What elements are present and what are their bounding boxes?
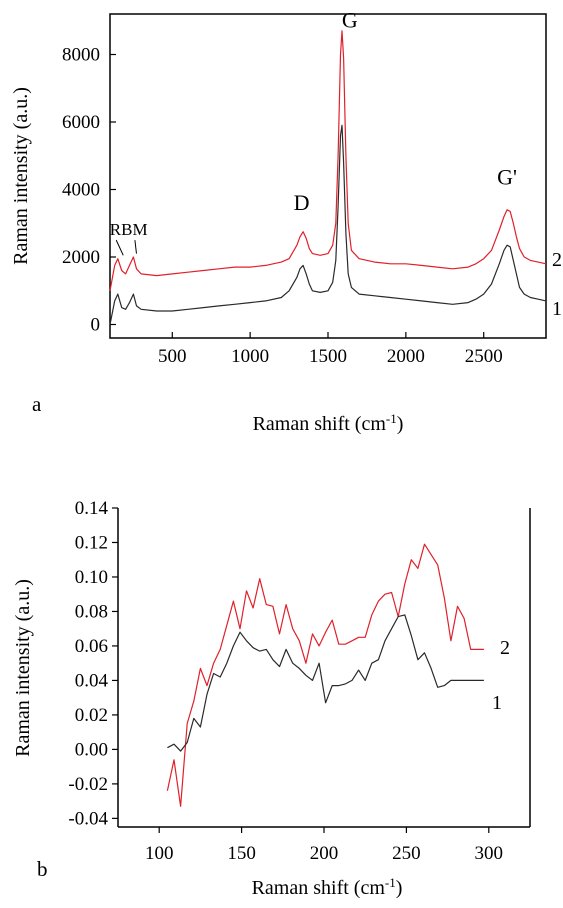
- panel-b-y-tick-label: -0.02: [68, 774, 108, 795]
- panel-a-x-tick-label: 2000: [387, 346, 425, 367]
- panel-b-y-tick-label: 0.10: [75, 567, 108, 588]
- panel-b-y-tick-label: 0.08: [75, 601, 108, 622]
- panel-a-series-1-line: [109, 124, 547, 325]
- panel-b-series-1-line: [167, 614, 484, 752]
- panel-a-x-axis-label-end: ): [397, 413, 404, 435]
- panel-a-annotation: G: [342, 8, 358, 33]
- panel-b-x-tick-label: 100: [145, 843, 174, 864]
- panel-a-series: [109, 30, 547, 325]
- panel-a-y-axis-label: Raman intensity (a.u.): [10, 87, 32, 265]
- panel-b-y-tick-label: 0.04: [75, 670, 109, 691]
- panel-a-x-tick-label: 2500: [465, 346, 503, 367]
- panel-b-label: b: [37, 857, 48, 881]
- panel-a-rbm-leader: [134, 240, 137, 254]
- panel-b-x-axis-label: Raman shift (cm-1): [252, 875, 403, 900]
- panel-a-y-tick-label: 8000: [62, 45, 100, 66]
- panel-a-annotation: G': [497, 164, 517, 189]
- panel-a-x-tick-label: 500: [158, 346, 187, 367]
- panel-b-series: [166, 543, 484, 807]
- panel-b-y-ticks: -0.04 -0.02 0.00 0.02 0.04 0.06 0.08 0.10 0.12 0.…: [68, 498, 118, 829]
- panel-b-series-2-line: [166, 543, 484, 807]
- panel-a-series-2-line: [109, 30, 547, 291]
- panel-a-x-axis-label-sup: -1: [386, 411, 397, 426]
- panel-a-series-1-label: 1: [552, 298, 562, 320]
- panel-a-y-ticks: 0 2000 4000 6000 8000: [62, 45, 116, 336]
- panel-a-series-2-label: 2: [552, 249, 562, 271]
- panel-a-rbm-leader: [115, 239, 124, 256]
- panel-a-x-axis-label-main: Raman shift (cm: [253, 413, 387, 435]
- panel-b-series-2-label: 2: [500, 637, 510, 659]
- panel-a-x-axis-label: Raman shift (cm-1): [253, 411, 404, 436]
- panel-a-label: a: [32, 392, 42, 416]
- panel-a-y-tick-label: 6000: [62, 112, 100, 133]
- panel-b-x-axis-label-main: Raman shift (cm: [252, 877, 386, 899]
- panel-a-x-ticks: 500 1000 1500 2000 2500: [158, 332, 503, 367]
- panel-b-y-tick-label: 0.12: [75, 532, 108, 553]
- panel-b-y-axis-label: Raman intensity (a.u.): [12, 579, 34, 757]
- panel-b-x-tick-label: 250: [392, 843, 421, 864]
- panel-b-x-ticks: 100 150 200 250 300: [145, 827, 503, 864]
- panel-a-plot-frame: [109, 13, 547, 339]
- panel-a-annotation: D: [294, 190, 310, 215]
- panel-a-chart: 0 2000 4000 6000 8000 500 1000 1500 2000 2500 RB…: [10, 8, 562, 436]
- panel-b-chart: -0.04 -0.02 0.00 0.02 0.04 0.06 0.08 0.10 0.12 0.…: [12, 498, 531, 900]
- panel-b-x-axis-label-end: ): [396, 877, 403, 899]
- panel-b-y-tick-label: 0.02: [75, 705, 108, 726]
- panel-b-x-tick-label: 300: [475, 843, 504, 864]
- panel-b-y-tick-label: 0.14: [75, 498, 109, 519]
- panel-b-y-tick-label: 0.00: [75, 739, 108, 760]
- panel-a-y-tick-label: 2000: [62, 247, 100, 268]
- panel-b-x-tick-label: 150: [227, 843, 256, 864]
- panel-b-x-tick-label: 200: [310, 843, 339, 864]
- panel-a-annotations: RBM D G G': [110, 8, 517, 256]
- panel-b-y-tick-label: -0.04: [68, 808, 108, 829]
- panel-a-x-tick-label: 1000: [231, 346, 269, 367]
- panel-a-y-tick-label: 0: [91, 315, 101, 336]
- panel-b-y-tick-label: 0.06: [75, 636, 108, 657]
- panel-b-x-axis-label-sup: -1: [385, 875, 396, 890]
- panel-a-annotation: RBM: [110, 220, 148, 239]
- panel-b-series-1-label: 1: [492, 692, 502, 714]
- panel-a-x-tick-label: 1500: [309, 346, 347, 367]
- panel-a-y-tick-label: 4000: [62, 180, 100, 201]
